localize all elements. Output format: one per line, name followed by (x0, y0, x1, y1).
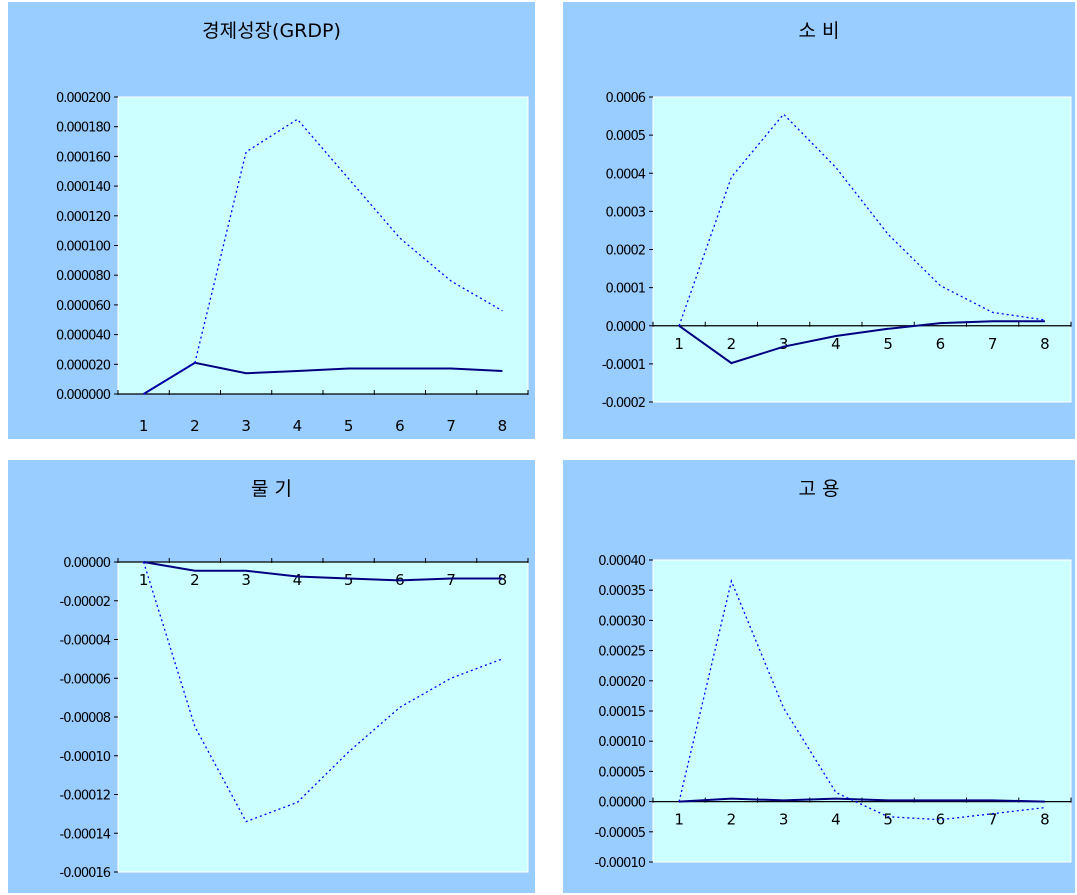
x-tick-label: 5 (883, 335, 893, 353)
x-tick-label: 8 (498, 571, 508, 589)
series-line-solid (143, 561, 503, 582)
chart-svg-consumption: -0.0002 -0.0001 0.0000 0.0001 0.0002 0.0003 0.… (602, 91, 1072, 411)
y-tick-label: -0.0002 (602, 396, 645, 411)
y-tick-label: -0.00004 (60, 634, 111, 649)
y-tick-label: -0.00012 (60, 789, 110, 804)
chart-panel-consumption: 소 비 -0.0002 -0.0001 0.0000 0.0001 0.0002 0.00… (563, 2, 1075, 439)
y-tick-label: 0.000000 (56, 388, 111, 403)
x-tick-label: 1 (674, 811, 684, 829)
y-tick-label: 0.000140 (56, 180, 111, 195)
y-tick-label: 0.0006 (606, 91, 646, 106)
series-line-solid (143, 361, 503, 395)
y-tick-label: 0.0001 (606, 282, 646, 297)
series-line-solid (678, 320, 1045, 365)
x-tick-label: 1 (674, 335, 684, 353)
x-tick-label: 8 (498, 417, 508, 435)
y-tick-label: 0.000180 (56, 121, 111, 136)
x-tick-label: 1 (139, 417, 149, 435)
y-tick-label: 0.00040 (598, 554, 645, 569)
y-tick-label: -0.00002 (60, 595, 110, 610)
x-tick-label: 4 (831, 335, 841, 353)
y-tick-label: -0.00010 (60, 750, 111, 765)
x-tick-label: 6 (395, 417, 405, 435)
y-tick-label: 0.000040 (56, 329, 111, 344)
y-tick-label: 0.000080 (56, 269, 111, 284)
chart-title: 고 용 (798, 478, 840, 500)
x-tick-label: 8 (1040, 811, 1050, 829)
chart-panel-prices: 물 기 -0.00016 -0.00014 -0.00012 -0.00010 -0.0… (8, 460, 535, 893)
x-tick-label: 2 (727, 811, 737, 829)
x-tick-label: 2 (190, 571, 200, 589)
chart-svg-prices: -0.00016 -0.00014 -0.00012 -0.00010 -0.00008… (60, 556, 529, 881)
x-tick-label: 4 (293, 571, 303, 589)
x-tick-label: 2 (190, 417, 200, 435)
plot-area (117, 561, 529, 873)
y-tick-label: -0.00010 (595, 856, 646, 871)
series-line-dotted (678, 113, 1045, 327)
chart-title: 경제성장(GRDP) (202, 20, 341, 42)
x-tick-label: 7 (446, 571, 456, 589)
y-tick-label: 0.00000 (63, 556, 110, 571)
y-tick-label: 0.00025 (598, 645, 645, 660)
y-tick-label: 0.000020 (56, 358, 111, 373)
x-tick-label: 4 (293, 417, 303, 435)
chart-svg-grdp: 0.000000 0.000020 0.000040 0.000060 0.000080… (56, 91, 529, 435)
x-tick-label: 8 (1040, 335, 1050, 353)
y-tick-label: 0.000160 (56, 150, 111, 165)
y-tick-label: -0.00016 (60, 866, 111, 881)
x-tick-label: 3 (241, 417, 251, 435)
y-tick-label: 0.000100 (56, 240, 111, 255)
y-tick-label: 0.0002 (606, 244, 646, 259)
y-tick-label: -0.00006 (60, 672, 111, 687)
x-tick-label: 5 (344, 571, 354, 589)
x-tick-label: 6 (936, 811, 946, 829)
y-tick-label: 0.0004 (606, 167, 646, 182)
y-tick-label: 0.00005 (598, 765, 645, 780)
y-tick-label: -0.0001 (602, 358, 646, 373)
series-line-solid (679, 797, 1045, 803)
y-tick-label: -0.00014 (60, 827, 111, 842)
x-tick-label: 7 (446, 417, 456, 435)
y-tick-label: 0.00020 (598, 675, 645, 690)
y-tick-label: 0.0000 (606, 320, 646, 335)
x-tick-label: 1 (139, 571, 149, 589)
x-tick-label: 3 (779, 811, 789, 829)
chart-title: 물 기 (251, 478, 292, 500)
y-tick-label: 0.00000 (598, 796, 645, 811)
plot-area (117, 96, 529, 395)
x-tick-label: 7 (988, 335, 998, 353)
chart-panel-grdp: 경제성장(GRDP) 0.000000 0.000020 0.000040 0.000… (8, 2, 535, 439)
y-tick-label: 0.000120 (56, 210, 111, 225)
y-tick-label: 0.00035 (598, 584, 645, 599)
series-line-dotted (678, 578, 1045, 821)
x-tick-label: 3 (241, 571, 251, 589)
chart-title: 소 비 (798, 20, 840, 42)
x-tick-label: 3 (779, 335, 789, 353)
x-tick-label: 5 (883, 811, 893, 829)
y-tick-label: 0.00010 (598, 735, 645, 750)
plot-area (652, 559, 1072, 863)
x-tick-label: 5 (344, 417, 354, 435)
y-tick-label: 0.00015 (598, 705, 645, 720)
y-tick-label: 0.000060 (56, 299, 111, 314)
chart-panel-employment: 고 용 -0.00010 -0.00005 0.00000 0.00005 0.0001… (563, 460, 1075, 893)
plot-area (652, 96, 1072, 403)
y-tick-label: 0.00030 (598, 614, 645, 629)
x-tick-label: 7 (988, 811, 998, 829)
y-tick-label: -0.00008 (60, 711, 111, 726)
y-tick-label: 0.0003 (606, 205, 646, 220)
x-tick-label: 6 (936, 335, 946, 353)
y-tick-label: 0.000200 (56, 91, 111, 106)
x-tick-label: 4 (831, 811, 841, 829)
x-tick-label: 2 (727, 335, 737, 353)
series-line-dotted (143, 118, 503, 395)
series-line-dotted (142, 561, 503, 823)
y-tick-label: -0.00005 (595, 826, 646, 841)
chart-svg-employment: -0.00010 -0.00005 0.00000 0.00005 0.00010 0.0… (595, 554, 1072, 871)
y-tick-label: 0.0005 (606, 129, 646, 144)
